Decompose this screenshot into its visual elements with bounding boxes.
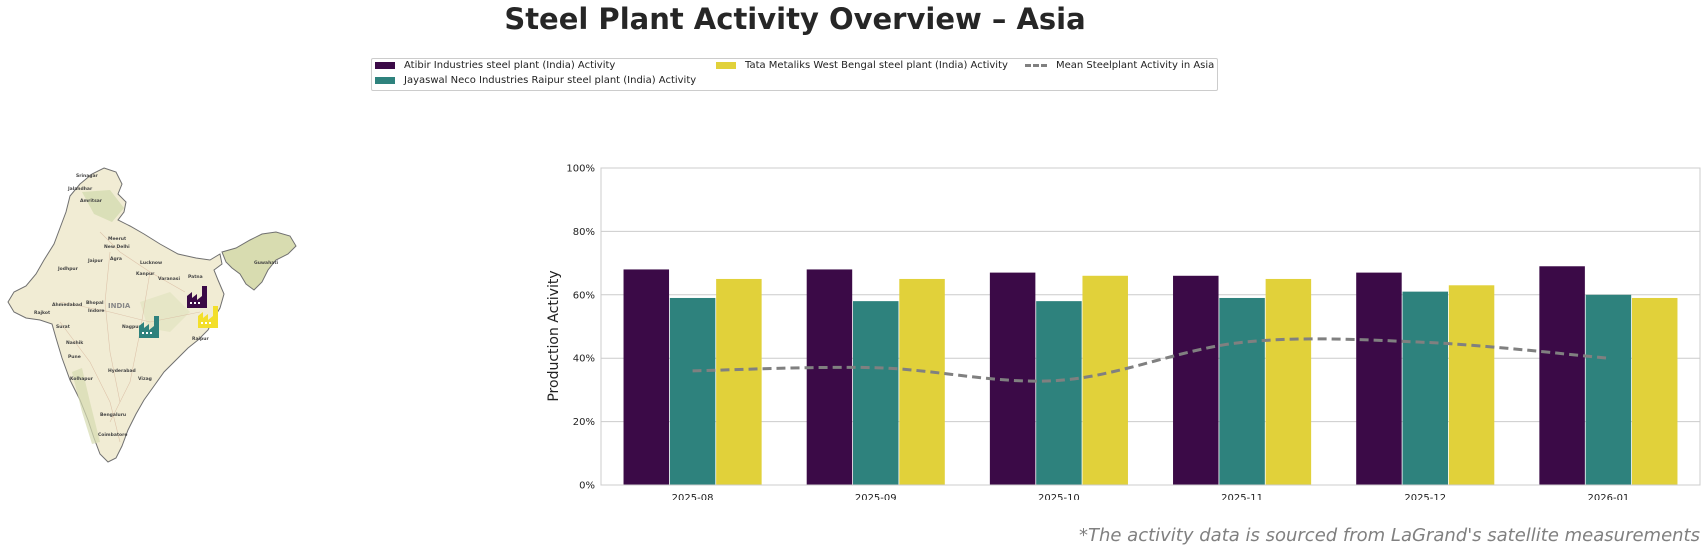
- city-label: Ahmedabad: [52, 302, 82, 308]
- y-tick-label: 20%: [573, 417, 595, 428]
- y-tick-label: 100%: [566, 164, 595, 175]
- city-label: Jalandhar: [67, 186, 93, 192]
- city-label: Agra: [110, 256, 122, 262]
- bar: [1082, 275, 1128, 485]
- bar: [899, 278, 945, 485]
- factory-icon-jayaswal: [139, 316, 159, 338]
- city-label: Pune: [68, 354, 81, 360]
- bar: [669, 297, 716, 485]
- legend-swatch-tata: [716, 62, 736, 69]
- city-label: Nashik: [66, 340, 84, 346]
- city-label: Surat: [56, 324, 71, 330]
- legend-item-jayaswal: Jayaswal Neco Industries Raipur steel pl…: [375, 75, 696, 86]
- city-label: Meerut: [108, 236, 127, 242]
- road-network: [59, 231, 201, 443]
- x-tick-label: 2026-01: [1588, 493, 1630, 500]
- footnote: *The activity data is sourced from LaGra…: [1078, 525, 1700, 546]
- india-outline: [7, 167, 225, 463]
- northeast-outline: [221, 231, 297, 291]
- bar: [1173, 275, 1219, 485]
- legend-swatch-jayaswal: [375, 77, 395, 84]
- bar: [853, 301, 899, 485]
- city-label: Hyderabad: [108, 368, 136, 374]
- bar: [1402, 291, 1448, 485]
- bar: [1036, 301, 1082, 485]
- x-tick-label: 2025-09: [855, 493, 897, 500]
- city-label: Kolhapur: [70, 376, 94, 382]
- factory-icon-atibir: [187, 286, 207, 308]
- city-label: Vizag: [138, 376, 152, 382]
- x-tick-label: 2025-10: [1038, 493, 1080, 500]
- bar: [1219, 297, 1265, 485]
- bar: [1448, 285, 1495, 485]
- x-tick-labels: 2025-08 2025-09 2025-10 2025-11 2025-12 2026-…: [672, 493, 1630, 500]
- bar: [1265, 278, 1312, 485]
- legend-swatch-mean: [1025, 64, 1047, 67]
- x-tick-label: 2025-08: [672, 493, 714, 500]
- y-tick-labels: 0% 20% 40% 60% 80% 100%: [566, 164, 595, 492]
- city-label: New Delhi: [104, 244, 130, 250]
- legend-label-tata: Tata Metaliks West Bengal steel plant (I…: [745, 60, 1008, 71]
- city-label: Srinagar: [76, 173, 99, 179]
- city-label: Jodhpur: [57, 266, 79, 272]
- city-label: Jaipur: [87, 258, 104, 264]
- grid-lines: [601, 167, 1700, 486]
- factory-icon-tata: [198, 306, 218, 328]
- city-label: Nagpur: [122, 324, 141, 330]
- city-label: Amritsar: [80, 198, 103, 204]
- bars: [623, 266, 1678, 485]
- y-tick-label: 60%: [573, 290, 595, 301]
- country-label: INDIA: [108, 302, 131, 310]
- city-label: Raipur: [192, 336, 209, 342]
- x-tick-label: 2025-12: [1404, 493, 1446, 500]
- legend-label-jayaswal: Jayaswal Neco Industries Raipur steel pl…: [404, 75, 697, 86]
- y-tick-label: 40%: [573, 354, 595, 365]
- mean-activity-line: [692, 337, 1609, 383]
- city-label: Rajkot: [34, 310, 51, 316]
- city-label: Lucknow: [140, 260, 162, 266]
- city-label: Guwahati: [254, 260, 278, 266]
- bar: [806, 269, 853, 485]
- city-label: Bhopal: [86, 300, 104, 306]
- bar: [989, 272, 1036, 485]
- legend-item-atibir: Atibir Industries steel plant (India) Ac…: [375, 60, 615, 71]
- x-tick-label: 2025-11: [1221, 493, 1263, 500]
- legend: Atibir Industries steel plant (India) Ac…: [371, 58, 1218, 91]
- terrain-ghats: [72, 368, 100, 444]
- city-label: Coimbatore: [98, 432, 127, 438]
- city-label: Kanpur: [136, 271, 155, 277]
- city-label: Patna: [188, 274, 203, 280]
- city-labels: Srinagar Jalandhar Amritsar Meerut New D…: [34, 173, 278, 438]
- bar: [1539, 266, 1585, 485]
- legend-label-mean: Mean Steelplant Activity in Asia: [1056, 60, 1215, 71]
- bar: [1356, 272, 1402, 485]
- legend-swatch-atibir: [375, 62, 395, 69]
- city-label: Varanasi: [158, 276, 180, 282]
- plot-frame: [600, 167, 1701, 486]
- bar: [716, 278, 762, 485]
- city-label: Indore: [88, 308, 104, 314]
- y-tick-label: 0%: [579, 481, 595, 492]
- terrain-north: [82, 190, 124, 222]
- terrain-central: [140, 292, 190, 332]
- legend-item-mean: Mean Steelplant Activity in Asia: [1025, 60, 1214, 71]
- y-tick-label: 80%: [573, 227, 595, 238]
- legend-label-atibir: Atibir Industries steel plant (India) Ac…: [404, 60, 616, 71]
- india-map: Srinagar Jalandhar Amritsar Meerut New D…: [7, 167, 297, 463]
- bar: [1585, 294, 1632, 485]
- bar: [623, 269, 670, 485]
- y-axis-label: Production Activity: [546, 270, 562, 401]
- bar: [1631, 297, 1678, 485]
- legend-item-tata: Tata Metaliks West Bengal steel plant (I…: [716, 60, 1008, 71]
- bar-chart: 0% 20% 40% 60% 80% 100% 2025-08 2025-09 2025-10…: [546, 164, 1701, 500]
- city-label: Bengaluru: [100, 412, 126, 418]
- chart-title: Steel Plant Activity Overview – Asia: [504, 2, 1086, 36]
